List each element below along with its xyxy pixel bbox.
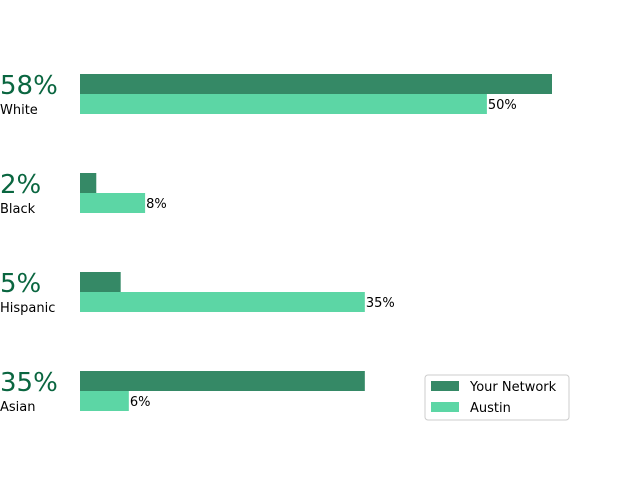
legend-label-austin: Austin: [470, 401, 511, 416]
category-label-asian: Asian: [0, 400, 35, 415]
primary-pct-black: 2%: [0, 170, 41, 200]
legend-box: [424, 374, 570, 421]
category-label-hispanic: Hispanic: [0, 301, 55, 316]
legend-swatch-your-network: [431, 381, 459, 391]
category-label-white: White: [0, 103, 38, 118]
bar-austin-white: [80, 94, 487, 114]
primary-pct-asian: 35%: [0, 368, 58, 398]
primary-pct-white: 58%: [0, 71, 58, 101]
value-label-austin-hispanic: 35%: [366, 296, 395, 311]
bar-your-network-hispanic: [80, 272, 121, 292]
legend: Your Network Austin: [424, 374, 570, 421]
legend-label-your-network: Your Network: [469, 380, 557, 395]
bars-layer: [80, 74, 552, 411]
labels-layer: 50% 58% White 8% 2% Black 35% 5% Hispanic 6% 35% As…: [0, 71, 517, 415]
bar-austin-hispanic: [80, 292, 365, 312]
bar-austin-asian: [80, 391, 129, 411]
bar-austin-black: [80, 193, 146, 213]
value-label-austin-white: 50%: [488, 98, 517, 113]
bar-your-network-black: [80, 173, 97, 193]
value-label-austin-asian: 6%: [130, 395, 151, 410]
value-label-austin-black: 8%: [146, 197, 167, 212]
bar-your-network-asian: [80, 371, 365, 391]
bar-your-network-white: [80, 74, 552, 94]
legend-swatch-austin: [431, 402, 459, 412]
primary-pct-hispanic: 5%: [0, 269, 41, 299]
category-label-black: Black: [0, 202, 36, 217]
